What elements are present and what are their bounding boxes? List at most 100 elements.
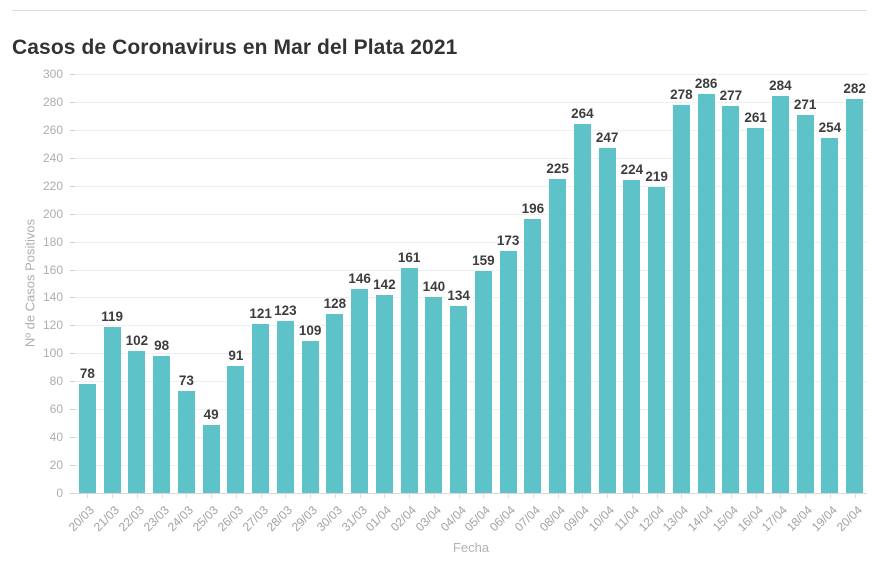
bar[interactable]	[474, 270, 492, 493]
bar[interactable]	[623, 180, 641, 493]
bars-container: 78 20/03 119 21/03 102 22/03 98 23/03 73 24/03 49 2…	[66, 74, 867, 535]
bar-value-label: 109	[298, 322, 322, 338]
bar-value-label: 277	[719, 88, 743, 104]
bar-slot: 102 22/03	[116, 74, 150, 535]
bar[interactable]	[252, 324, 270, 493]
y-gridline	[75, 325, 867, 327]
x-tick-mark	[730, 493, 732, 498]
bar[interactable]	[648, 187, 666, 493]
bar-value-label: 247	[595, 130, 619, 146]
bar[interactable]	[771, 96, 789, 493]
y-gridline	[75, 465, 867, 467]
y-gridline	[75, 269, 867, 271]
x-tick-label: 20/04	[833, 503, 865, 535]
bar[interactable]	[103, 326, 121, 493]
bar[interactable]	[697, 93, 715, 493]
bar-value-label: 159	[472, 252, 495, 268]
bar[interactable]	[747, 128, 765, 493]
y-gridline	[75, 437, 867, 439]
bar[interactable]	[524, 219, 542, 493]
x-tick-label: 29/03	[288, 503, 321, 535]
bar[interactable]	[598, 148, 616, 493]
y-tick-label: 160	[42, 262, 63, 277]
x-tick-label: 28/03	[264, 503, 296, 535]
bar[interactable]	[846, 99, 864, 493]
bar[interactable]	[177, 391, 195, 493]
y-tick-label: 120	[42, 318, 63, 333]
bar-value-label: 123	[274, 303, 297, 319]
x-tick-label: 27/03	[239, 503, 271, 535]
y-tick-mark	[70, 437, 75, 439]
bar[interactable]	[301, 340, 319, 493]
bar[interactable]	[796, 114, 814, 493]
bar-value-label: 219	[645, 169, 668, 185]
y-tick-mark	[70, 129, 75, 131]
y-tick-label: 60	[49, 402, 63, 417]
x-tick-mark	[755, 493, 757, 498]
bar-slot: 134 04/04	[437, 74, 471, 534]
x-tick-label: 03/04	[412, 503, 444, 535]
bar[interactable]	[722, 106, 740, 493]
x-tick-mark	[285, 493, 287, 498]
page-title: Casos de Coronavirus en Mar del Plata 20…	[12, 36, 458, 60]
bar[interactable]	[326, 314, 344, 493]
bar-value-label: 224	[620, 162, 644, 178]
bar-slot: 261 16/04	[734, 74, 768, 534]
x-tick-label: 21/03	[90, 503, 123, 535]
y-tick-label: 180	[42, 234, 63, 249]
bar[interactable]	[821, 138, 839, 493]
x-tick-mark	[161, 493, 163, 498]
x-tick-label: 11/04	[611, 503, 642, 534]
y-tick-label: 280	[42, 94, 63, 109]
y-tick-label: 200	[42, 206, 63, 221]
x-tick-mark	[136, 493, 138, 498]
y-gridline	[75, 241, 867, 243]
bar-slot: 264 09/04	[561, 74, 595, 534]
bar[interactable]	[375, 294, 393, 493]
bar-slot: 121 27/03	[239, 74, 273, 534]
bar-value-label: 196	[521, 201, 545, 217]
bar-slot: 78 20/03	[66, 74, 100, 534]
x-tick-mark	[260, 493, 262, 498]
bar[interactable]	[227, 365, 245, 493]
bar-value-label: 146	[348, 271, 371, 287]
bar[interactable]	[128, 350, 146, 493]
x-tick-mark	[87, 493, 89, 498]
bar-slot: 123 28/03	[264, 74, 298, 534]
x-tick-label: 15/04	[709, 503, 741, 535]
bar[interactable]	[549, 178, 567, 493]
x-tick-label: 17/04	[759, 503, 791, 535]
x-tick-mark	[508, 493, 510, 498]
y-tick-mark	[70, 213, 75, 215]
bar[interactable]	[573, 124, 591, 493]
y-tick-mark	[70, 269, 75, 271]
bar[interactable]	[425, 297, 443, 493]
bar-value-label: 134	[447, 287, 470, 303]
bar[interactable]	[400, 268, 418, 493]
bar[interactable]	[276, 321, 294, 493]
bar[interactable]	[351, 289, 369, 493]
bar-slot: 284 17/04	[759, 74, 793, 534]
x-tick-label: 23/03	[140, 503, 172, 535]
x-tick-label: 16/04	[734, 503, 766, 535]
bar[interactable]	[78, 384, 96, 493]
bar-value-label: 261	[744, 110, 767, 126]
x-tick-mark	[557, 493, 559, 498]
bar[interactable]	[672, 104, 690, 493]
y-tick-label: 260	[42, 122, 63, 137]
bar[interactable]	[499, 251, 517, 493]
bar-value-label: 282	[843, 81, 866, 97]
x-tick-label: 14/04	[684, 503, 717, 535]
x-tick-label: 07/04	[511, 503, 543, 535]
x-tick-mark	[681, 493, 683, 498]
bar-slot: 91 26/03	[215, 74, 249, 534]
x-tick-label: 13/04	[660, 503, 692, 535]
bar-value-label: 102	[125, 332, 149, 348]
bar-slot: 109 29/03	[289, 74, 323, 534]
x-tick-mark	[483, 493, 485, 498]
bar-slot: 271 18/04	[784, 74, 818, 535]
bar-value-label: 284	[769, 78, 792, 94]
bar[interactable]	[153, 356, 171, 493]
bar[interactable]	[450, 305, 468, 493]
bar[interactable]	[202, 424, 220, 493]
